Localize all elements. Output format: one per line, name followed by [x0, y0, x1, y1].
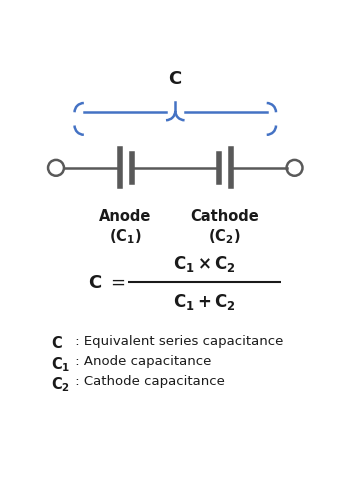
Text: $\mathbf{C}$: $\mathbf{C}$ [51, 335, 63, 351]
Text: $\mathbf{(C_1)}$: $\mathbf{(C_1)}$ [109, 227, 141, 245]
Text: $\mathbf{C}$: $\mathbf{C}$ [168, 70, 182, 88]
Text: $\mathbf{C_1 + C_2}$: $\mathbf{C_1 + C_2}$ [173, 291, 236, 311]
Text: : Anode capacitance: : Anode capacitance [70, 355, 211, 368]
Text: Cathode: Cathode [190, 208, 259, 223]
Text: : Equivalent series capacitance: : Equivalent series capacitance [70, 335, 283, 348]
Text: : Cathode capacitance: : Cathode capacitance [70, 374, 224, 387]
Text: $\mathbf{C_2}$: $\mathbf{C_2}$ [51, 374, 70, 393]
Text: $\mathbf{C}$ $=$: $\mathbf{C}$ $=$ [88, 273, 125, 291]
Text: $\mathbf{C_1 \times C_2}$: $\mathbf{C_1 \times C_2}$ [173, 253, 236, 273]
Text: Anode: Anode [99, 208, 151, 223]
Text: $\mathbf{C_1}$: $\mathbf{C_1}$ [51, 355, 70, 373]
Text: $\mathbf{(C_2)}$: $\mathbf{(C_2)}$ [208, 227, 240, 245]
